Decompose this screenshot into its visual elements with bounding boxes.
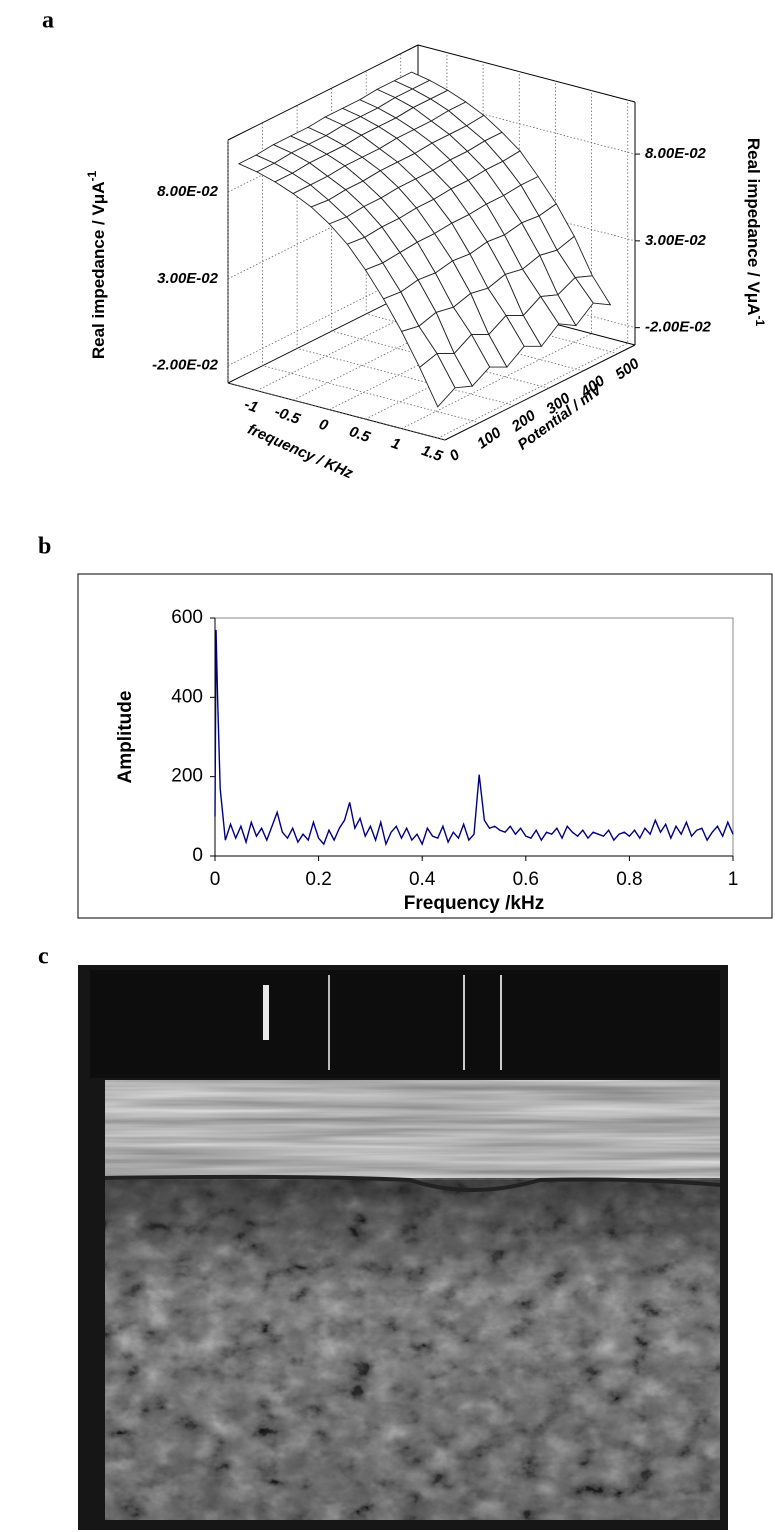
y-tick-label: 0 <box>446 446 463 465</box>
x-tick-label: 0 <box>210 869 221 890</box>
x-tick-label: 1.5 <box>419 442 445 465</box>
panel-label: c <box>38 944 49 970</box>
x-axis-label: frequency / KHz <box>245 421 356 483</box>
y-tick-label: 100 <box>474 424 505 453</box>
z-tick-label: 8.00E-02 <box>645 145 707 162</box>
box-edge <box>417 44 636 103</box>
panel-label: b <box>38 534 51 560</box>
z-axis-label: Real impedance / VμA-1 <box>85 171 108 360</box>
z-tick-label: 3.00E-02 <box>645 232 707 249</box>
x-axis-label: Frequency /kHz <box>404 893 544 914</box>
y-tick-label: 600 <box>171 607 203 628</box>
y-axis-label: Amplitude <box>115 691 136 784</box>
grid-line <box>227 183 419 280</box>
z-axis-label-exponent: -1 <box>753 315 767 326</box>
z-axis-label-exponent: -1 <box>85 171 99 182</box>
box-edge <box>227 44 419 141</box>
x-tick-label: 1 <box>389 435 403 454</box>
x-tick-label: -1 <box>242 396 260 417</box>
z-tick-label: -2.00E-02 <box>645 319 712 336</box>
y-tick-label: 0 <box>192 845 203 866</box>
panel-label: a <box>42 8 54 34</box>
x-tick-label: 0 <box>317 416 331 435</box>
grid-line <box>417 96 636 155</box>
z-axis-label: Real impedance / VμA-1 <box>744 138 767 327</box>
x-tick-label: -0.5 <box>272 403 303 428</box>
z-tick-label: 8.00E-02 <box>157 183 219 200</box>
z-axis-label-text: Real impedance / VμA <box>89 182 108 360</box>
grid-line <box>401 90 592 429</box>
x-tick-label: 0.5 <box>347 423 373 446</box>
floor-edge <box>444 344 636 441</box>
grid-line <box>262 122 480 424</box>
x-tick-label: 0.4 <box>409 869 436 890</box>
z-tick-label: -2.00E-02 <box>152 357 219 374</box>
y-tick-label: 200 <box>171 766 203 787</box>
panel-frame <box>77 573 773 919</box>
grid-line <box>329 71 520 410</box>
z-axis-label-text: Real impedance / VμA <box>744 138 763 316</box>
z-tick-label: 3.00E-02 <box>157 270 219 287</box>
y-tick-label: 400 <box>171 686 203 707</box>
x-tick-label: 1 <box>728 869 739 890</box>
data-line <box>214 629 734 847</box>
x-tick-label: 0.6 <box>513 869 539 890</box>
grid-line <box>227 140 446 441</box>
grid-line <box>227 270 419 367</box>
sem-photo <box>78 965 728 1530</box>
x-tick-label: 0.2 <box>305 869 331 890</box>
surface-cell <box>419 352 456 408</box>
grid-line <box>437 100 629 439</box>
x-tick-label: 0.8 <box>616 869 642 890</box>
grid-line <box>256 52 448 391</box>
y-tick-label: 500 <box>612 355 643 384</box>
grid-line <box>292 62 484 401</box>
